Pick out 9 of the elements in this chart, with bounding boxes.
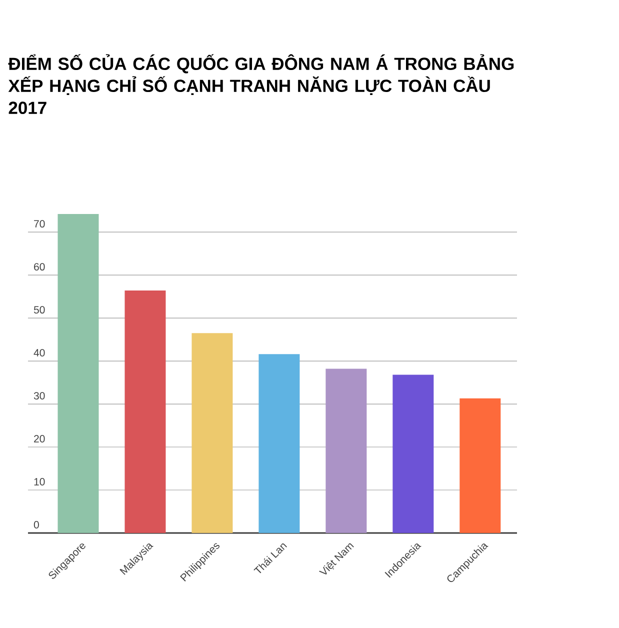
y-tick-label: 70 bbox=[34, 220, 45, 228]
y-tick-label: 60 bbox=[34, 263, 45, 271]
y-tick-label: 50 bbox=[34, 306, 45, 314]
chart-title: ĐIỂM SỐ CỦA CÁC QUỐC GIA ĐÔNG NAM Á TRONG BẢNG XẾP HẠNG CHỈ SỐ CẠNH TRANH NĂNG LỰC TOÀN CẦU 2017 bbox=[8, 54, 514, 114]
y-tick-label: 10 bbox=[34, 478, 45, 486]
y-tick-label: 20 bbox=[34, 435, 45, 442]
y-tick-label: 40 bbox=[34, 349, 45, 357]
y-tick-label: 30 bbox=[34, 392, 45, 400]
y-tick-label: 0 bbox=[34, 521, 39, 528]
